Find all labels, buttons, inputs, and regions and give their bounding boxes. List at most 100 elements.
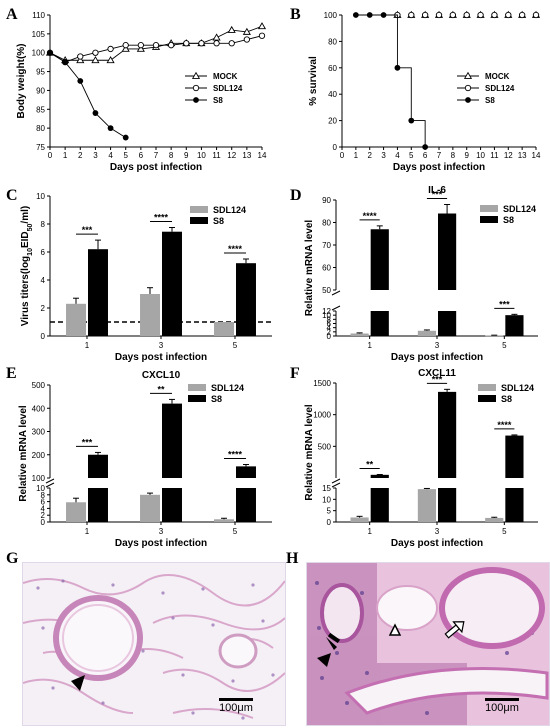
chart-b-y-tick-label: 100 bbox=[324, 11, 338, 20]
chart-d-axis-break-mark bbox=[331, 305, 341, 311]
chart-a-y-tick-label: 105 bbox=[32, 30, 46, 39]
chart-e-bar bbox=[66, 502, 86, 522]
chart-d-x-tick-label: 3 bbox=[435, 341, 440, 350]
chart-a-point bbox=[107, 45, 114, 53]
chart-b-x-tick-label: 1 bbox=[354, 151, 359, 160]
chart-d-bar bbox=[370, 229, 389, 290]
chart-b-point bbox=[366, 12, 373, 18]
panel-letter-c: C bbox=[6, 187, 18, 204]
chart-f-legend-swatch bbox=[478, 395, 496, 402]
chart-f-x-tick-label: 1 bbox=[367, 527, 372, 536]
chart-d-y-tick-label: 0 bbox=[327, 332, 332, 341]
panel-letter-a: A bbox=[6, 6, 18, 23]
chart-e-bar bbox=[162, 403, 182, 478]
chart-e-x-tick-label: 1 bbox=[85, 527, 90, 536]
chart-f-bar bbox=[485, 517, 504, 522]
chart-f-bar bbox=[505, 488, 524, 522]
chart-c-bar bbox=[214, 322, 234, 336]
chart-a-point bbox=[228, 40, 235, 47]
chart-a-point bbox=[152, 42, 160, 49]
chart-e-significance-label: ** bbox=[157, 384, 165, 394]
chart-a-point bbox=[76, 56, 85, 64]
chart-f-x-label: Days post infection bbox=[391, 538, 483, 549]
chart-c-y-tick-label: 2 bbox=[41, 304, 46, 313]
chart-c-significance-label: *** bbox=[82, 225, 93, 235]
chart-c-y-label: Virus titers(log10EID50/ml) bbox=[20, 206, 34, 326]
chart-a-x-tick-label: 14 bbox=[258, 151, 267, 160]
chart-a-series-line bbox=[49, 52, 126, 138]
chart-e-y-tick-label: 500 bbox=[32, 381, 46, 390]
chart-a-x-tick-label: 0 bbox=[48, 151, 53, 160]
chart-d-significance-label: *** bbox=[432, 190, 443, 200]
panel-letter-g: G bbox=[6, 550, 19, 567]
chart-c-x-tick-label: 3 bbox=[159, 341, 164, 350]
chart-d-x-tick-label: 1 bbox=[367, 341, 372, 350]
chart-d-bar bbox=[438, 311, 457, 336]
chart-d-bar bbox=[438, 213, 457, 290]
chart-b-legend-label: S8 bbox=[485, 96, 495, 105]
chart-a-point bbox=[136, 44, 145, 52]
chart-e-significance-label: *** bbox=[82, 437, 93, 447]
panel-letter-d: D bbox=[290, 187, 302, 204]
chart-b-point bbox=[477, 11, 484, 19]
chart-e-y-label: Relative mRNA level bbox=[18, 405, 29, 502]
chart-a-point bbox=[107, 125, 114, 132]
chart-b-x-tick-label: 2 bbox=[367, 151, 372, 160]
chart-b-point bbox=[435, 11, 443, 19]
chart-f-legend-label: SDL124 bbox=[501, 383, 534, 393]
chart-b-x-tick-label: 10 bbox=[476, 151, 485, 160]
chart-f-x-tick-label: 5 bbox=[502, 527, 507, 536]
chart-d-x-tick-label: 5 bbox=[502, 341, 507, 350]
panel-letter-h: H bbox=[286, 550, 299, 567]
chart-c-y-label-part: EID bbox=[20, 231, 31, 248]
chart-b-x-tick-label: 7 bbox=[437, 151, 442, 160]
chart-c-y-tick-label: 8 bbox=[41, 220, 46, 229]
chart-c-legend-swatch bbox=[190, 217, 208, 224]
chart-c-y-label-part: 10 bbox=[27, 248, 34, 256]
chart-e-y-tick-label: 2 bbox=[41, 511, 46, 520]
chart-f-significance-label: **** bbox=[497, 420, 512, 430]
chart-c-significance-label: **** bbox=[154, 213, 169, 223]
chart-b-y-label: % survival bbox=[308, 56, 319, 106]
chart-f-y-tick-label: 5 bbox=[327, 507, 332, 516]
chart-a-point bbox=[243, 36, 251, 43]
chart-e-y-tick-label: 4 bbox=[41, 504, 46, 513]
chart-a-x-tick-label: 3 bbox=[93, 151, 98, 160]
chart-b-x-label: Days post infection bbox=[393, 162, 485, 173]
chart-c-y-tick-label: 4 bbox=[41, 276, 46, 285]
chart-b-point bbox=[505, 11, 512, 19]
chart-d-y-tick-label: 60 bbox=[322, 264, 331, 273]
chart-d-x-label: Days post infection bbox=[391, 352, 483, 363]
chart-c-bar bbox=[162, 231, 182, 336]
chart-c-x-label: Days post infection bbox=[115, 352, 207, 363]
chart-a-x-tick-label: 9 bbox=[184, 151, 189, 160]
chart-a-point bbox=[137, 42, 145, 49]
chart-b-x-tick-label: 8 bbox=[451, 151, 456, 160]
chart-a-x-tick-label: 4 bbox=[108, 151, 113, 160]
chart-b-point bbox=[421, 11, 429, 19]
chart-b-y-tick-label: 60 bbox=[328, 64, 337, 73]
chart-d-y-tick-label: 2 bbox=[327, 328, 332, 337]
chart-f-significance-label: *** bbox=[432, 374, 443, 384]
chart-b-y-tick-label: 80 bbox=[328, 37, 337, 46]
chart-a-point bbox=[122, 42, 129, 49]
chart-f-bar bbox=[350, 517, 369, 522]
chart-b-point bbox=[380, 12, 387, 18]
chart-e-x-label: Days post infection bbox=[115, 538, 207, 549]
chart-d-y-tick-label: 4 bbox=[327, 324, 332, 333]
chart-e-y-tick-label: 10 bbox=[36, 484, 45, 493]
chart-e-bar bbox=[236, 466, 256, 478]
chart-a-point bbox=[62, 59, 69, 66]
chart-d-significance-label: *** bbox=[499, 299, 510, 309]
chart-a-legend-label: SDL124 bbox=[213, 84, 243, 93]
chart-b-y-tick-label: 20 bbox=[328, 117, 337, 126]
chart-b-x-tick-label: 13 bbox=[518, 151, 527, 160]
chart-e-legend-swatch bbox=[188, 384, 206, 391]
chart-a-legend-marker bbox=[193, 97, 199, 103]
chart-c-y-tick-label: 0 bbox=[41, 332, 46, 341]
chart-f-axis-break-mark bbox=[331, 482, 341, 488]
chart-d-bar bbox=[505, 315, 524, 336]
chart-e-axis-break-mark bbox=[45, 478, 55, 484]
chart-f-y-tick-label: 15 bbox=[322, 484, 331, 493]
